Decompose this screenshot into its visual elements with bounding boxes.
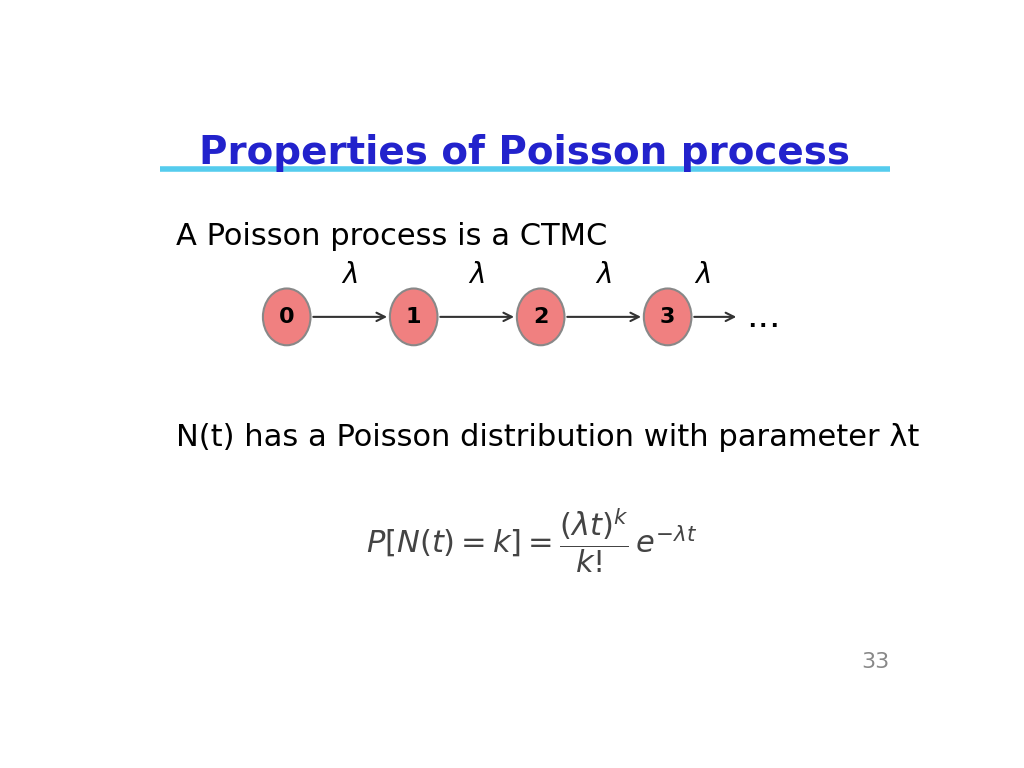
Ellipse shape [517,289,564,346]
Text: 3: 3 [659,307,676,327]
Ellipse shape [263,289,310,346]
Text: λ: λ [596,261,612,290]
Text: N(t) has a Poisson distribution with parameter λt: N(t) has a Poisson distribution with par… [176,423,919,452]
Text: 2: 2 [532,307,549,327]
Text: $P[N(t) = k] = \dfrac{(\lambda t)^k}{k!}\, e^{-\lambda t}$: $P[N(t) = k] = \dfrac{(\lambda t)^k}{k!}… [367,506,697,574]
Text: λ: λ [469,261,485,290]
Text: λ: λ [342,261,358,290]
Text: 1: 1 [406,307,422,327]
Text: A Poisson process is a CTMC: A Poisson process is a CTMC [176,222,607,251]
Ellipse shape [644,289,691,346]
Text: ...: ... [745,300,780,334]
Text: 33: 33 [861,652,890,672]
Ellipse shape [390,289,437,346]
Text: Properties of Poisson process: Properties of Poisson process [200,134,850,171]
Text: 0: 0 [279,307,295,327]
Text: λ: λ [695,261,712,290]
